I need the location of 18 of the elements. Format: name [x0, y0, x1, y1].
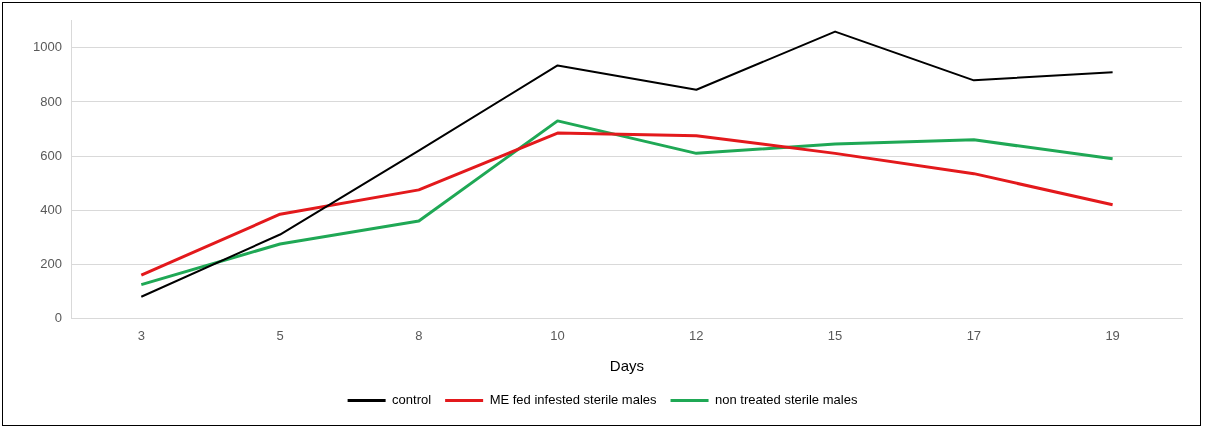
x-tick-label: 5 [276, 327, 284, 343]
legend-label: control [392, 392, 432, 408]
x-axis-title: Days [609, 357, 645, 375]
x-tick-label: 15 [827, 327, 843, 343]
y-tick-label: 0 [54, 309, 62, 325]
y-tick-label: 800 [40, 93, 62, 109]
x-tick-label: 3 [137, 327, 145, 343]
x-tick-label: 17 [966, 327, 982, 343]
x-tick-label: 19 [1105, 327, 1120, 343]
y-tick-label: 600 [40, 147, 62, 163]
y-tick-label: 1000 [33, 39, 62, 55]
y-tick-label: 400 [40, 201, 62, 217]
legend-label: non treated sterile males [715, 392, 858, 408]
x-tick-label: 8 [415, 327, 423, 343]
legend-label: ME fed infested sterile males [489, 392, 658, 408]
y-tick-label: 200 [40, 255, 62, 271]
x-tick-label: 10 [550, 327, 565, 343]
x-tick-label: 12 [689, 327, 704, 343]
